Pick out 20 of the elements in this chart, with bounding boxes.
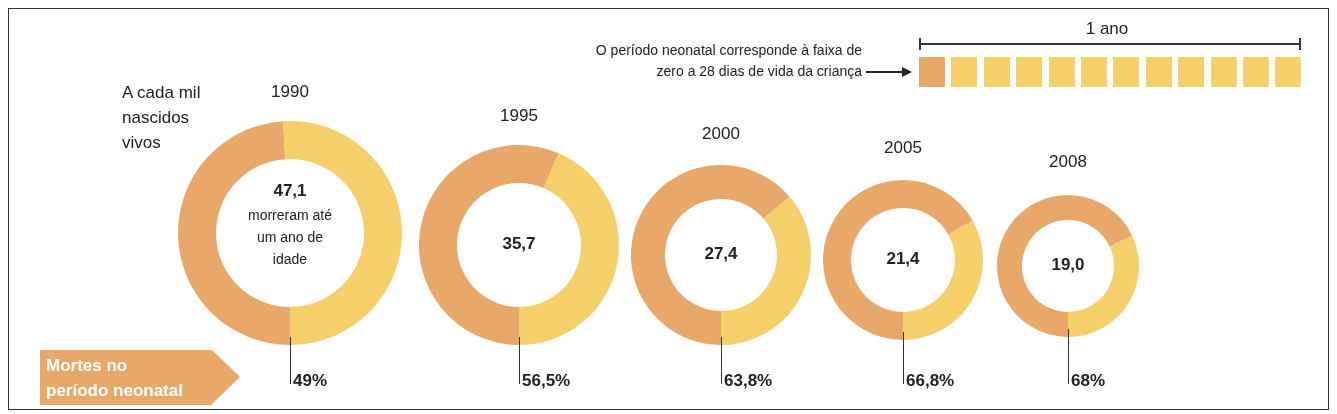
data-label: 49% [293, 371, 328, 391]
text: morreram até um ano de idade [247, 206, 333, 269]
chart-title: 2005 [883, 138, 923, 158]
text: O período neonatal corresponde à faixa de zero a 28 dias de vida da criança [594, 41, 862, 81]
text: 21,4 [885, 249, 921, 269]
data-label: 63,8% [724, 371, 773, 391]
data-label: 56,5% [522, 371, 571, 391]
text: A cada mil nascidos vivos [122, 82, 202, 154]
text: 47,1 [272, 181, 308, 201]
chart-title: 2008 [1048, 152, 1088, 172]
chart-title: 2000 [701, 124, 741, 144]
data-label: 68% [1071, 371, 1106, 391]
slice-label: Mortes no período neonatal [46, 355, 184, 402]
text: 27,4 [703, 244, 739, 264]
text: 1 ano [1084, 19, 1130, 39]
text: 35,7 [501, 234, 537, 254]
chart-title: 1990 [270, 82, 310, 102]
data-label: 66,8% [906, 371, 955, 391]
chart-title: 1995 [499, 106, 539, 126]
text: 19,0 [1050, 255, 1086, 275]
